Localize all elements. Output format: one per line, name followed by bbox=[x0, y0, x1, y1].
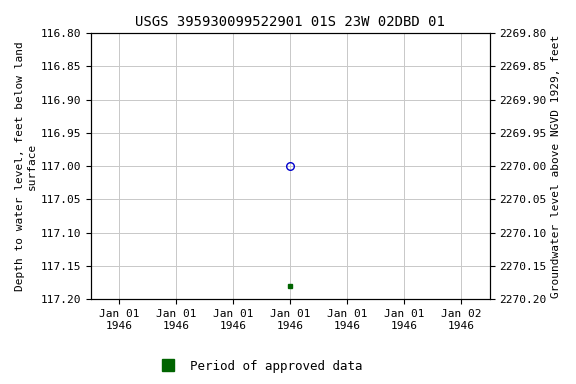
Legend: Period of approved data: Period of approved data bbox=[150, 355, 368, 378]
Y-axis label: Groundwater level above NGVD 1929, feet: Groundwater level above NGVD 1929, feet bbox=[551, 35, 561, 298]
Title: USGS 395930099522901 01S 23W 02DBD 01: USGS 395930099522901 01S 23W 02DBD 01 bbox=[135, 15, 445, 29]
Y-axis label: Depth to water level, feet below land
surface: Depth to water level, feet below land su… bbox=[15, 41, 37, 291]
